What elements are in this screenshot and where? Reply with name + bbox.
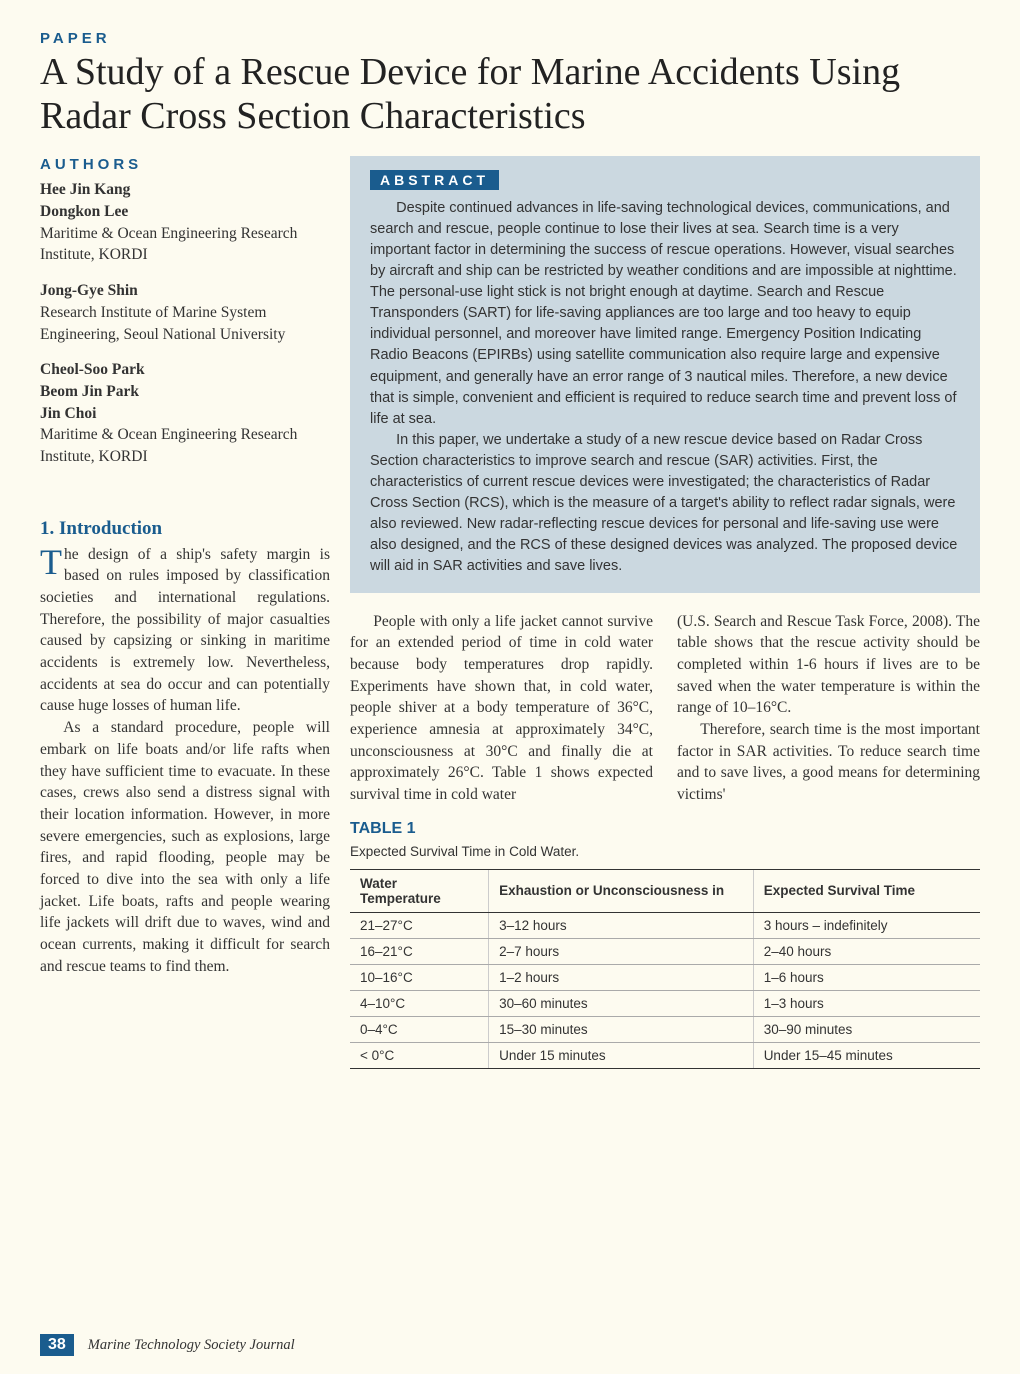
abstract-box: ABSTRACT Despite continued advances in l…	[350, 156, 980, 592]
table-row: < 0°CUnder 15 minutesUnder 15–45 minutes	[350, 1042, 980, 1068]
table-row: 16–21°C2–7 hours2–40 hours	[350, 938, 980, 964]
intro-para2: As a standard procedure, people will emb…	[40, 717, 330, 977]
paper-label: PAPER	[40, 30, 980, 47]
table-cell: 10–16°C	[350, 964, 489, 990]
author-name: Jin Choi	[40, 403, 330, 425]
page: PAPER A Study of a Rescue Device for Mar…	[0, 0, 1020, 1374]
author-block-3: Cheol-Soo Park Beom Jin Park Jin Choi Ma…	[40, 359, 330, 467]
body-col-right: (U.S. Search and Rescue Task Force, 2008…	[677, 611, 980, 806]
table-cell: 30–60 minutes	[489, 990, 754, 1016]
table-cell: 1–6 hours	[753, 964, 980, 990]
table1-caption: Expected Survival Time in Cold Water.	[350, 844, 980, 859]
table-cell: Under 15–45 minutes	[753, 1042, 980, 1068]
abstract-text: Despite continued advances in life-savin…	[370, 198, 960, 576]
table1: Water Temperature Exhaustion or Unconsci…	[350, 869, 980, 1069]
author-name: Dongkon Lee	[40, 201, 330, 223]
left-column: AUTHORS Hee Jin Kang Dongkon Lee Maritim…	[40, 156, 330, 1068]
table-cell: 16–21°C	[350, 938, 489, 964]
body-right-para2: Therefore, search time is the most impor…	[677, 719, 980, 806]
author-affiliation: Maritime & Ocean Engineering Research In…	[40, 424, 330, 467]
author-block-1: Hee Jin Kang Dongkon Lee Maritime & Ocea…	[40, 179, 330, 266]
table-cell: 0–4°C	[350, 1016, 489, 1042]
table-cell: 15–30 minutes	[489, 1016, 754, 1042]
table-cell: 1–2 hours	[489, 964, 754, 990]
intro-body: The design of a ship's safety margin is …	[40, 544, 330, 978]
body-left-para: People with only a life jacket cannot su…	[350, 611, 653, 806]
right-area: ABSTRACT Despite continued advances in l…	[350, 156, 980, 1068]
abstract-para2: In this paper, we undertake a study of a…	[370, 430, 960, 577]
table-header-cell: Expected Survival Time	[753, 869, 980, 912]
paper-title: A Study of a Rescue Device for Marine Ac…	[40, 51, 980, 138]
abstract-label: ABSTRACT	[370, 170, 499, 190]
table-row: 10–16°C1–2 hours1–6 hours	[350, 964, 980, 990]
table-cell: < 0°C	[350, 1042, 489, 1068]
author-name: Cheol-Soo Park	[40, 359, 330, 381]
journal-name: Marine Technology Society Journal	[88, 1337, 295, 1354]
authors-label: AUTHORS	[40, 156, 330, 173]
section-heading-introduction: 1. Introduction	[40, 518, 330, 540]
table-cell: 1–3 hours	[753, 990, 980, 1016]
table-cell: 2–40 hours	[753, 938, 980, 964]
body-col-left: People with only a life jacket cannot su…	[350, 611, 653, 806]
table-row: 0–4°C15–30 minutes30–90 minutes	[350, 1016, 980, 1042]
table-cell: 3–12 hours	[489, 912, 754, 938]
author-affiliation: Maritime & Ocean Engineering Research In…	[40, 223, 330, 266]
table-cell: 3 hours – indefinitely	[753, 912, 980, 938]
table-cell: Under 15 minutes	[489, 1042, 754, 1068]
table-cell: 30–90 minutes	[753, 1016, 980, 1042]
dropcap: T	[40, 544, 64, 576]
author-block-2: Jong-Gye Shin Research Institute of Mari…	[40, 280, 330, 345]
table1-label: TABLE 1	[350, 820, 980, 838]
body-right-para1: (U.S. Search and Rescue Task Force, 2008…	[677, 611, 980, 719]
content-wrap: AUTHORS Hee Jin Kang Dongkon Lee Maritim…	[40, 156, 980, 1068]
page-footer: 38 Marine Technology Society Journal	[40, 1334, 295, 1356]
table-header-cell: Exhaustion or Unconsciousness in	[489, 869, 754, 912]
page-number: 38	[40, 1334, 74, 1356]
intro-para1: he design of a ship's safety margin is b…	[40, 546, 330, 715]
table-row: 4–10°C30–60 minutes1–3 hours	[350, 990, 980, 1016]
body-two-columns: People with only a life jacket cannot su…	[350, 611, 980, 806]
table-header-row: Water Temperature Exhaustion or Unconsci…	[350, 869, 980, 912]
table-cell: 21–27°C	[350, 912, 489, 938]
table-row: 21–27°C3–12 hours3 hours – indefinitely	[350, 912, 980, 938]
author-name: Beom Jin Park	[40, 381, 330, 403]
abstract-para1: Despite continued advances in life-savin…	[370, 198, 960, 429]
author-name: Jong-Gye Shin	[40, 280, 330, 302]
author-affiliation: Research Institute of Marine System Engi…	[40, 302, 330, 345]
table-header-cell: Water Temperature	[350, 869, 489, 912]
table-cell: 4–10°C	[350, 990, 489, 1016]
author-name: Hee Jin Kang	[40, 179, 330, 201]
table-cell: 2–7 hours	[489, 938, 754, 964]
